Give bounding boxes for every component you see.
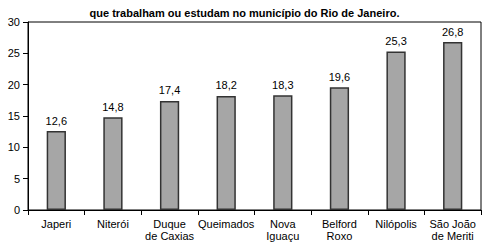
- svg-text:25,3: 25,3: [385, 35, 406, 47]
- svg-text:17,4: 17,4: [159, 84, 180, 96]
- svg-text:25: 25: [8, 47, 20, 59]
- svg-text:5: 5: [14, 173, 20, 185]
- svg-text:0: 0: [14, 204, 20, 216]
- svg-text:30: 30: [8, 16, 20, 28]
- svg-text:de Meriti: de Meriti: [432, 230, 474, 242]
- svg-text:Belford: Belford: [322, 218, 357, 230]
- svg-text:18,3: 18,3: [272, 79, 293, 91]
- svg-text:19,6: 19,6: [329, 71, 350, 83]
- svg-text:15: 15: [8, 110, 20, 122]
- svg-text:Queimados: Queimados: [198, 218, 255, 230]
- svg-text:14,8: 14,8: [102, 101, 123, 113]
- svg-text:de Caxias: de Caxias: [145, 230, 194, 242]
- svg-text:que trabalham ou estudam no mu: que trabalham ou estudam no município do…: [90, 7, 400, 19]
- svg-text:12,6: 12,6: [46, 115, 67, 127]
- svg-text:10: 10: [8, 141, 20, 153]
- svg-text:Nova: Nova: [270, 218, 297, 230]
- svg-text:18,2: 18,2: [215, 79, 236, 91]
- svg-text:20: 20: [8, 79, 20, 91]
- svg-text:Japeri: Japeri: [41, 218, 71, 230]
- svg-text:Duque: Duque: [153, 218, 185, 230]
- svg-text:Roxo: Roxo: [327, 230, 353, 242]
- svg-text:26,8: 26,8: [442, 26, 463, 38]
- svg-text:Nilópolis: Nilópolis: [375, 218, 417, 230]
- svg-text:Niterói: Niterói: [97, 218, 129, 230]
- svg-text:Iguaçu: Iguaçu: [266, 230, 299, 242]
- svg-text:São João: São João: [429, 218, 475, 230]
